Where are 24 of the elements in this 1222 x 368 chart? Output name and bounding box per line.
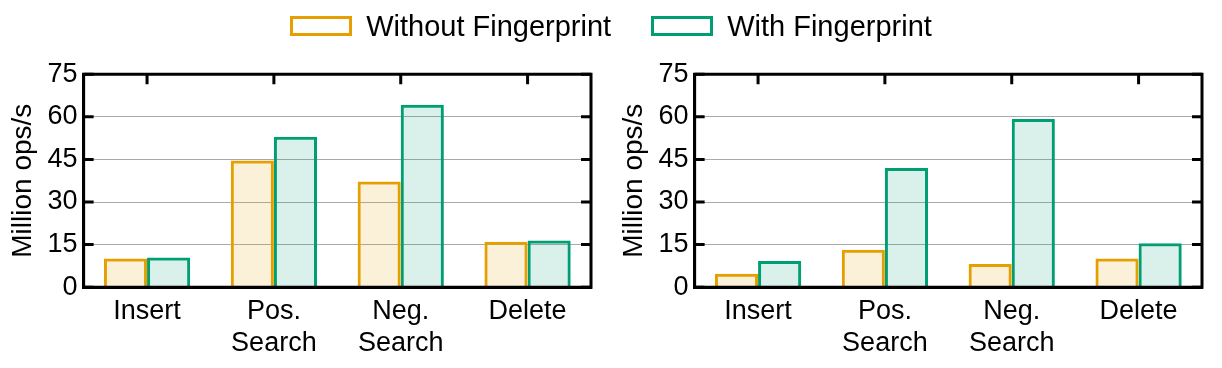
y-tick-label: 75 bbox=[47, 57, 78, 88]
y-axis-title: Million ops/s bbox=[616, 103, 648, 258]
y-tick-label: 15 bbox=[658, 228, 689, 259]
legend-label: Without Fingerprint bbox=[366, 9, 612, 43]
x-tick-label: Insert bbox=[724, 294, 793, 325]
legend-label: With Fingerprint bbox=[727, 9, 932, 43]
y-tick-label: 75 bbox=[658, 57, 689, 88]
x-tick-label: Neg. Search bbox=[968, 294, 1055, 358]
y-tick-label: 60 bbox=[47, 100, 78, 131]
y-tick-label: 15 bbox=[47, 228, 78, 259]
x-tick-label: Pos. Search bbox=[842, 294, 928, 358]
y-tick-label: 45 bbox=[658, 142, 689, 173]
y-tick-label: 45 bbox=[47, 142, 78, 173]
y-tick-label: 30 bbox=[47, 185, 78, 216]
x-tick-label: Pos. Search bbox=[231, 294, 317, 358]
y-tick-label: 60 bbox=[658, 100, 689, 131]
y-axis-title: Million ops/s bbox=[5, 103, 37, 258]
x-tick-label: Insert bbox=[113, 294, 182, 325]
x-tick-label: Neg. Search bbox=[357, 294, 444, 358]
x-tick-label: Delete bbox=[488, 294, 567, 325]
x-tick-label: Delete bbox=[1099, 294, 1178, 325]
y-tick-label: 0 bbox=[673, 270, 689, 301]
y-tick-label: 30 bbox=[658, 185, 689, 216]
y-tick-label: 0 bbox=[62, 270, 78, 301]
